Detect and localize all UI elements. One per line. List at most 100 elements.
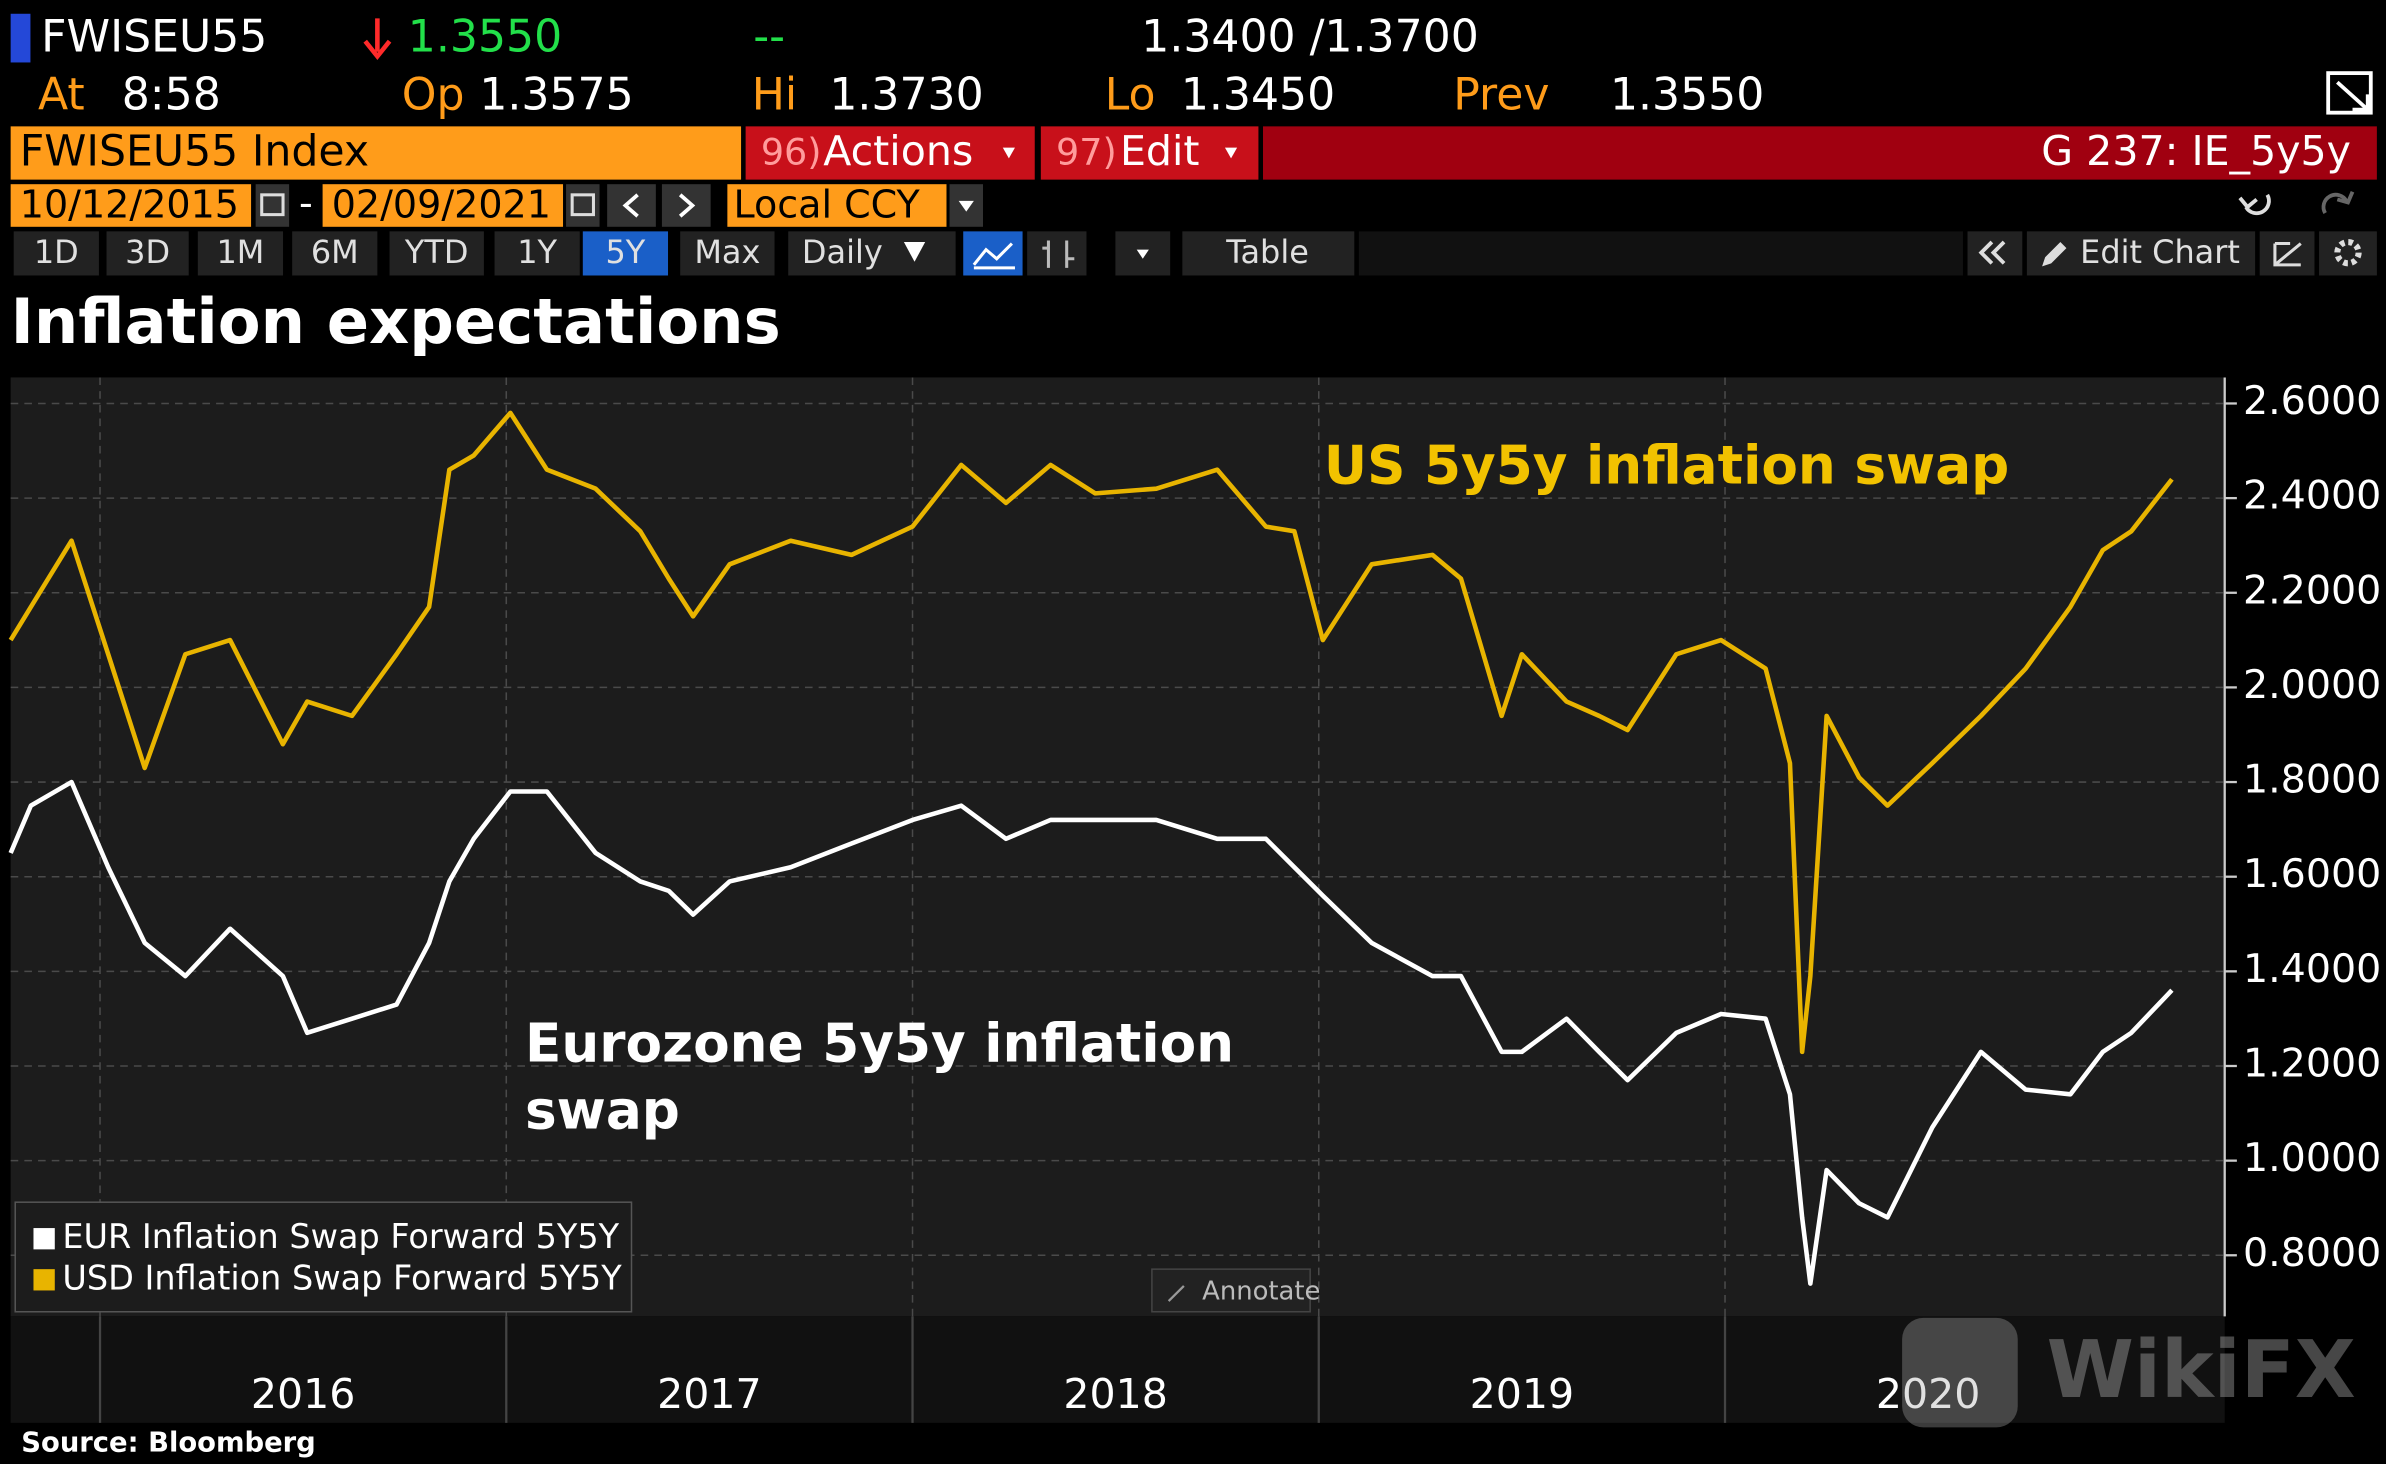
period-label: 1Y [517, 233, 557, 271]
grid: 0.8000 1.0000 1.2000 1.4000 1.6000 1.8000 2.00… [10, 377, 2381, 1423]
security-box[interactable] [10, 126, 742, 180]
series-line [8, 779, 2174, 1286]
ticker: FWISEU55 [41, 12, 267, 63]
dropdown-icon [903, 242, 926, 262]
dropdown-icon [958, 200, 974, 212]
period-button[interactable] [582, 231, 669, 276]
period-label: 3D [125, 233, 170, 271]
frequency-dropdown[interactable] [788, 231, 956, 276]
low: 1.3450 [1181, 69, 1335, 120]
watermark-text: WikiFX [2047, 1324, 2356, 1416]
settings-button[interactable] [2319, 231, 2377, 276]
date-separator: - [299, 181, 313, 225]
high-label: Hi [752, 69, 797, 120]
left-arrow-icon [622, 193, 639, 218]
toolbar-spacer [1358, 231, 1963, 276]
period-button[interactable] [197, 231, 284, 276]
high: 1.3730 [829, 69, 983, 120]
graph-name: G 237: IE_5y5y [2041, 127, 2351, 175]
x-tick-label: 2017 [657, 1370, 762, 1418]
security: FWISEU55 Index [20, 126, 369, 176]
prev-button[interactable] [607, 184, 656, 227]
bar-chart-icon [1042, 240, 1075, 268]
y-tick-label: 2.2000 [2243, 567, 2381, 613]
redo-icon[interactable] [2321, 191, 2355, 215]
x-tick-label: 2020 [1876, 1370, 1981, 1418]
period-button[interactable] [680, 231, 775, 276]
right-arrow-icon [678, 193, 696, 218]
y-tick-label: 2.4000 [2243, 473, 2381, 519]
prev: 1.3550 [1610, 69, 1764, 120]
table-button[interactable] [1182, 231, 1355, 276]
edit-menu[interactable] [1040, 126, 1259, 180]
watermark: WikiFX [1902, 1317, 2356, 1428]
frequency: Daily [802, 233, 883, 271]
legend-swatch [33, 1228, 55, 1250]
period-label: 1D [34, 233, 79, 271]
y-tick-label: 1.8000 [2243, 757, 2381, 803]
edit-chart: Edit Chart [2080, 233, 2240, 271]
next-button[interactable] [661, 184, 711, 227]
end-date-box[interactable] [322, 184, 564, 227]
y-tick-label: 2.6000 [2243, 378, 2381, 424]
actions: Actions [823, 127, 973, 175]
series-line [8, 410, 2174, 1055]
dropdown-icon [1136, 249, 1149, 259]
y-tick-label: 2.0000 [2243, 662, 2381, 708]
time: 8:58 [122, 69, 221, 120]
edit-key: 97) [1056, 130, 1117, 173]
down-arrow-icon [363, 18, 392, 61]
y-tick-label: 1.6000 [2243, 851, 2381, 897]
bar-chart-button[interactable] [1027, 231, 1087, 276]
open-label: Op [402, 69, 465, 120]
watermark-logo [1902, 1317, 2018, 1428]
period-button[interactable] [106, 231, 189, 276]
y-tick-label: 1.4000 [2243, 946, 2381, 992]
calendar-icon [570, 193, 595, 217]
eurozone-annotation: swap [525, 1080, 680, 1142]
x-tick-label: 2016 [251, 1370, 356, 1418]
settings-icon [2334, 238, 2362, 267]
y-tick-label: 1.2000 [2243, 1040, 2381, 1086]
undo-icon[interactable] [2238, 193, 2271, 216]
pencil-icon [2042, 242, 2067, 267]
currency-box[interactable] [727, 184, 947, 227]
start-date-box[interactable] [10, 184, 252, 227]
edit-chart-button[interactable] [2026, 231, 2256, 276]
end-date: 02/09/2021 [332, 183, 551, 227]
x-axis-band [10, 1316, 2225, 1423]
collapse-icon [1978, 240, 2006, 265]
ticker-marker [10, 13, 31, 63]
period-button[interactable] [292, 231, 378, 276]
actions-menu[interactable] [745, 126, 1035, 180]
period-button[interactable] [13, 231, 99, 276]
change: -- [753, 12, 785, 63]
series-lines [8, 410, 2174, 1286]
annotate-icon [1167, 1285, 1185, 1302]
us-annotation: US 5y5y inflation swap [1324, 434, 2009, 496]
actions-key: 96) [761, 130, 822, 173]
x-tick-label: 2019 [1470, 1370, 1575, 1418]
time-label: At [38, 69, 85, 120]
currency: Local CCY [733, 183, 920, 227]
period-button[interactable] [389, 231, 484, 276]
x-tick-label: 2018 [1063, 1370, 1168, 1418]
legend-label: EUR Inflation Swap Forward 5Y5Y [62, 1217, 619, 1256]
annotate: Annotate [1202, 1276, 1320, 1306]
chart-title: Inflation expectations [11, 285, 781, 358]
y-tick-label: 1.0000 [2243, 1135, 2381, 1181]
period-label: YTD [404, 233, 469, 271]
legend-label: USD Inflation Swap Forward 5Y5Y [62, 1258, 622, 1297]
popout-icon[interactable] [2326, 71, 2373, 115]
dropdown-icon [1002, 147, 1015, 159]
period-label: Max [694, 233, 760, 271]
edit: Edit [1120, 127, 1200, 175]
legend [14, 1201, 633, 1313]
eurozone-annotation: Eurozone 5y5y inflation [525, 1013, 1234, 1075]
annotate-tool-icon [2273, 242, 2302, 267]
period-label: 6M [311, 233, 359, 271]
line-chart-icon [972, 242, 1015, 270]
legend-swatch [33, 1269, 55, 1291]
period-button[interactable] [494, 231, 580, 276]
